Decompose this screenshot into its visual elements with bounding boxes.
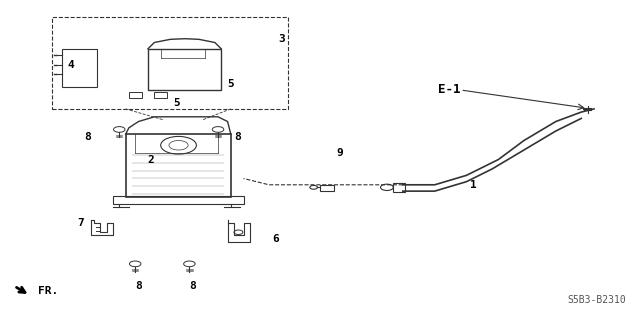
Text: FR.: FR.: [38, 286, 59, 296]
Bar: [113, 196, 244, 204]
Bar: [62, 49, 97, 87]
Bar: [52, 17, 288, 109]
Text: 5: 5: [228, 78, 234, 89]
Text: 5: 5: [173, 98, 180, 108]
Text: 8: 8: [189, 281, 196, 291]
Text: E-1: E-1: [438, 84, 460, 96]
Bar: [320, 185, 334, 191]
Text: S5B3-B2310: S5B3-B2310: [567, 295, 626, 305]
Text: 4: 4: [68, 60, 75, 70]
Bar: [154, 92, 167, 98]
Bar: [148, 49, 221, 90]
Bar: [394, 183, 404, 192]
Text: 9: 9: [336, 148, 342, 158]
Bar: [125, 134, 231, 197]
Text: 7: 7: [77, 218, 84, 228]
Text: 8: 8: [135, 281, 142, 291]
Text: 1: 1: [470, 180, 477, 190]
Text: 6: 6: [272, 234, 279, 243]
Text: 8: 8: [84, 132, 91, 142]
Bar: [129, 92, 141, 98]
Text: 3: 3: [278, 34, 285, 44]
Text: 8: 8: [234, 132, 241, 142]
Text: 2: 2: [148, 154, 154, 165]
